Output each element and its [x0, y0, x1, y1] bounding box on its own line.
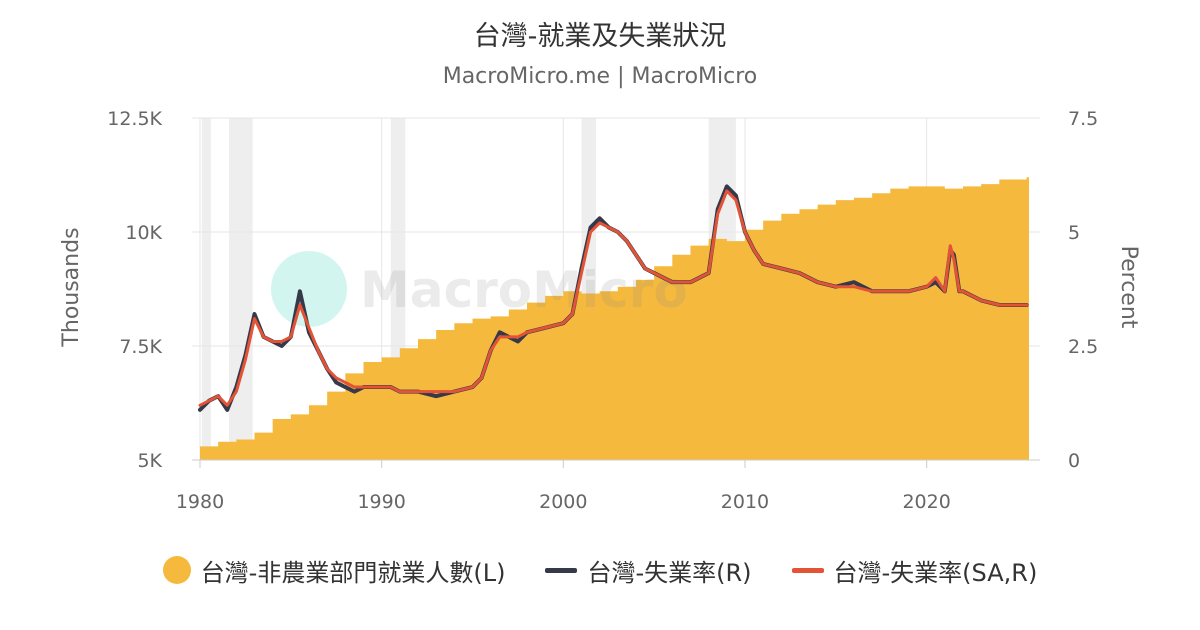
watermark-text: MacroMicro: [360, 261, 688, 319]
y-left-tick-label-3: 12.5K: [107, 108, 162, 130]
recession-band-1: [229, 118, 253, 460]
chart-subtitle: MacroMicro.me | MacroMicro: [442, 64, 758, 89]
y-left-tick-label-0: 5K: [137, 450, 162, 472]
y-right-tick-label-1: 2.5: [1068, 336, 1098, 358]
legend-label-unemployment-sa: 台灣-失業率(SA,R): [833, 558, 1038, 587]
y-right-tick-label-3: 7.5: [1068, 108, 1098, 130]
recession-band-0: [201, 118, 211, 460]
legend-label-employment: 台灣-非農業部門就業人數(L): [200, 558, 506, 587]
x-tick-label-1: 1990: [357, 491, 405, 513]
chart-title: 台灣-就業及失業狀況: [473, 21, 727, 52]
legend-swatch-unemployment-sa: [791, 567, 824, 573]
x-tick-label-4: 2020: [902, 491, 950, 513]
legend-item-unemployment-sa[interactable]: 台灣-失業率(SA,R): [791, 553, 1038, 588]
y-right-tick-label-2: 5: [1068, 222, 1080, 244]
y-right-axis-title: Percent: [1116, 246, 1141, 329]
legend: 台灣-非農業部門就業人數(L) 台灣-失業率(R) 台灣-失業率(SA,R): [0, 548, 1200, 592]
employment-area: [200, 177, 1029, 460]
legend-label-unemployment: 台灣-失業率(R): [587, 558, 752, 587]
x-tick-label-0: 1980: [176, 491, 224, 513]
legend-item-employment[interactable]: 台灣-非農業部門就業人數(L): [162, 553, 506, 588]
unemployment-sa-line: [198, 189, 1029, 407]
legend-swatch-unemployment: [545, 567, 578, 573]
legend-swatch-employment: [162, 556, 191, 584]
watermark-logo-icon: [271, 251, 347, 327]
x-tick-label-2: 2000: [539, 491, 587, 513]
x-tick-label-3: 2010: [721, 491, 769, 513]
legend-item-unemployment[interactable]: 台灣-失業率(R): [545, 553, 752, 588]
y-left-tick-label-1: 7.5K: [119, 336, 162, 358]
y-right-tick-label-0: 0: [1068, 450, 1080, 472]
y-left-tick-label-2: 10K: [125, 222, 162, 244]
y-left-axis-title: Thousands: [59, 227, 84, 347]
